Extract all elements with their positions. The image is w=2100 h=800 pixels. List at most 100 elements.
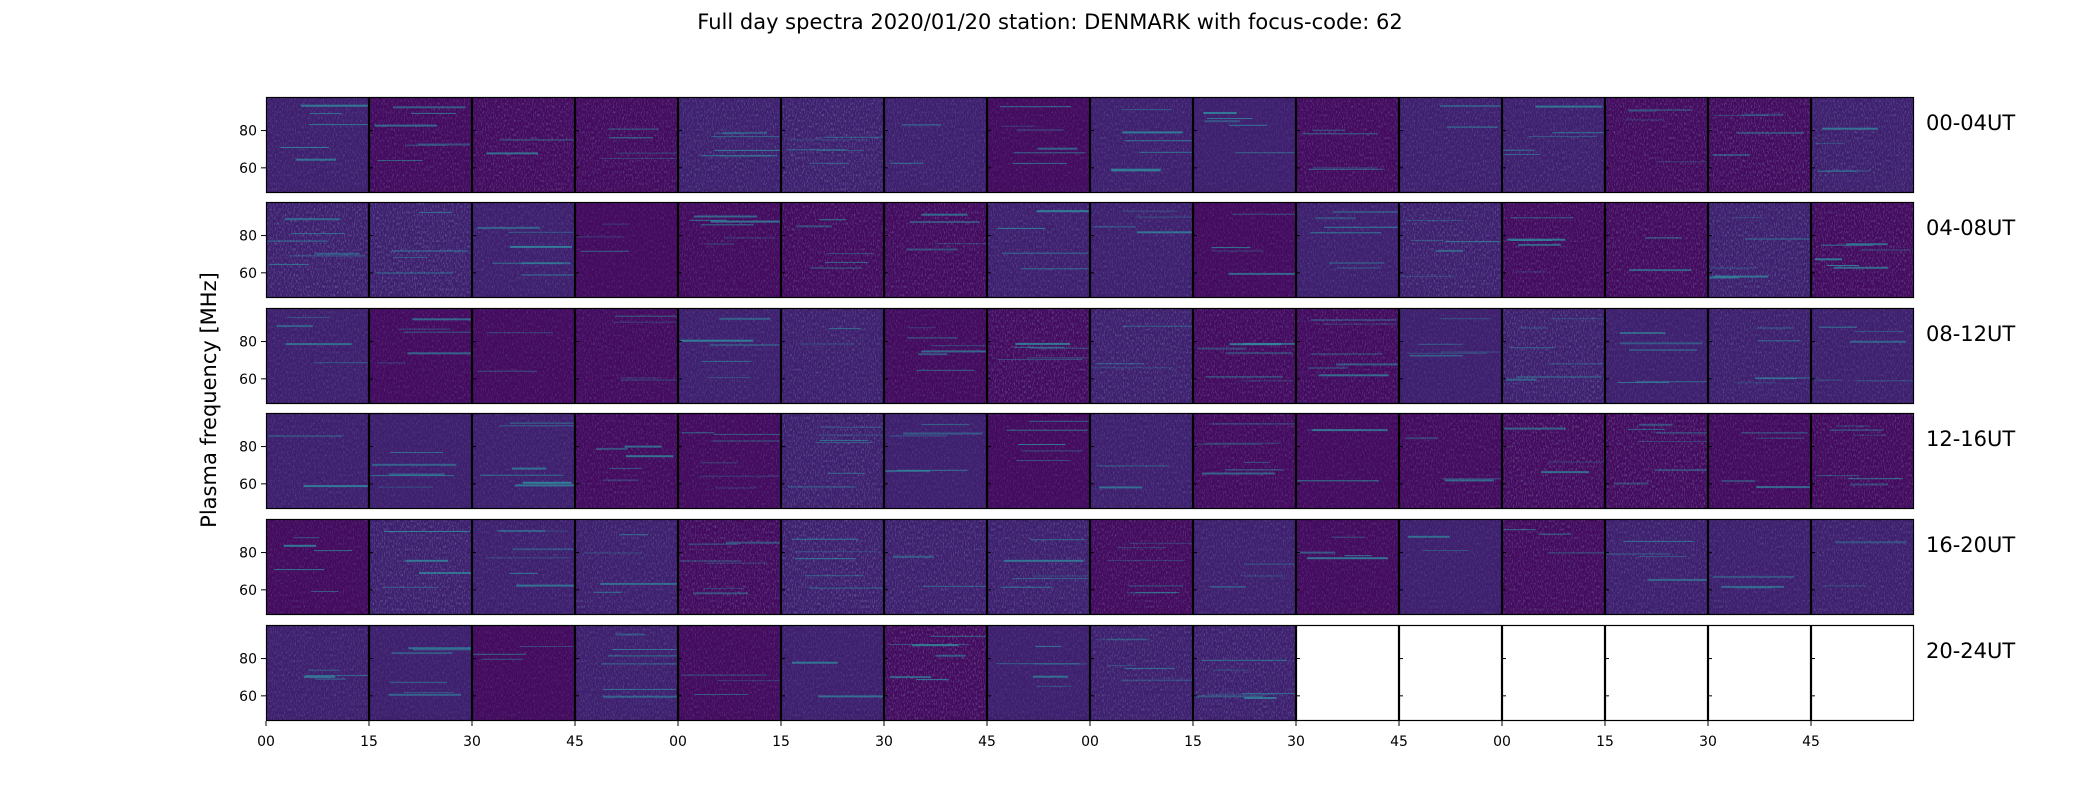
panel-frame: [574, 96, 679, 194]
spectrum-panel: [1707, 518, 1812, 616]
spectrum-panel: [1604, 307, 1709, 405]
interference-streak: [314, 550, 352, 552]
interference-streak: [398, 328, 451, 330]
spectrum-panel: [1501, 518, 1606, 616]
interference-streak: [725, 541, 781, 544]
panel-noise: [575, 202, 678, 298]
interference-streak: [909, 221, 980, 223]
interference-streak: [1296, 480, 1379, 482]
interference-streak: [723, 237, 776, 239]
interference-streak: [1001, 125, 1036, 127]
interference-streak: [291, 233, 345, 235]
y-tick-label: 60: [239, 266, 257, 282]
interference-streak: [1204, 442, 1281, 444]
interference-streak: [884, 470, 930, 472]
interference-streak: [1136, 231, 1193, 234]
interference-streak: [808, 587, 884, 589]
interference-streak: [1822, 127, 1878, 130]
spectrum-panel: [677, 624, 782, 722]
spectrum-panel: [883, 96, 988, 194]
interference-streak: [889, 435, 947, 437]
interference-streak: [1124, 140, 1193, 142]
interference-streak: [1849, 340, 1906, 343]
interference-streak: [391, 250, 468, 252]
interference-streak: [609, 468, 642, 469]
interference-streak: [1552, 132, 1605, 134]
interference-streak: [308, 669, 340, 671]
interference-streak: [921, 424, 970, 426]
spectrum-panel: [1295, 518, 1400, 616]
panel-frame: [1501, 201, 1606, 299]
panel-frame: [1398, 412, 1503, 510]
spectrum-panel: [677, 96, 782, 194]
row-time-label: 16-20UT: [1926, 533, 2016, 557]
panel-noise: [781, 97, 884, 193]
interference-streak: [1721, 585, 1784, 588]
interference-streak: [1404, 219, 1463, 221]
interference-streak: [1814, 379, 1842, 381]
interference-streak: [418, 211, 452, 213]
x-tick-label: 00: [1081, 734, 1099, 750]
panel-noise: [1193, 519, 1296, 615]
panel-noise: [1605, 413, 1708, 509]
panel-frame: [883, 307, 988, 405]
panel-frame: [574, 518, 679, 616]
panel-noise: [1399, 519, 1502, 615]
interference-streak: [1315, 217, 1356, 220]
interference-streak: [688, 543, 738, 545]
panel-frame: [883, 412, 988, 510]
interference-streak: [593, 591, 623, 593]
panel-noise: [1193, 413, 1296, 509]
interference-streak: [1232, 213, 1296, 215]
interference-streak: [805, 575, 864, 577]
interference-streak: [1638, 441, 1708, 442]
interference-streak: [1509, 347, 1555, 349]
spectrum-panel: [368, 96, 473, 194]
interference-streak: [480, 474, 564, 476]
interference-streak: [620, 377, 661, 379]
spectrum-panel: [471, 518, 576, 616]
interference-streak: [520, 646, 575, 647]
panel-frame: [677, 96, 782, 194]
spectrum-panel: [574, 412, 679, 510]
interference-streak: [1535, 105, 1603, 108]
spectrum-panel: [368, 201, 473, 299]
panel-frame: [1398, 518, 1503, 616]
panel-frame: [1398, 624, 1503, 722]
interference-streak: [1235, 152, 1296, 154]
interference-streak: [1124, 667, 1175, 669]
panel-noise: [884, 519, 987, 615]
interference-streak: [701, 360, 751, 362]
interference-streak: [419, 572, 472, 574]
interference-streak: [678, 560, 741, 562]
interference-streak: [510, 245, 572, 248]
interference-streak: [800, 343, 855, 345]
interference-streak: [285, 343, 352, 346]
panel-background: [1708, 625, 1811, 721]
y-tick-label: 80: [239, 546, 257, 562]
interference-streak: [1309, 168, 1383, 170]
interference-streak: [1328, 262, 1385, 264]
spectrum-panel: [1501, 96, 1606, 194]
panel-noise: [1296, 519, 1399, 615]
panel-frame: [265, 624, 370, 722]
spectrum-panel: [574, 518, 679, 616]
interference-streak: [521, 274, 575, 276]
panel-frame: [1810, 307, 1915, 405]
spectrum-panel: [677, 412, 782, 510]
x-tick-label: 45: [1802, 734, 1820, 750]
interference-streak: [1627, 109, 1693, 111]
interference-streak: [276, 325, 313, 328]
interference-streak: [603, 688, 676, 690]
interference-streak: [1721, 480, 1755, 482]
interference-streak: [1015, 342, 1070, 345]
interference-streak: [1002, 252, 1088, 254]
interference-streak: [309, 113, 343, 115]
interference-streak: [1310, 232, 1382, 234]
interference-streak: [1605, 553, 1671, 555]
spectrum-panel: [1501, 201, 1606, 299]
interference-streak: [681, 674, 767, 676]
panel-frame: [471, 412, 576, 510]
interference-streak: [713, 133, 745, 135]
